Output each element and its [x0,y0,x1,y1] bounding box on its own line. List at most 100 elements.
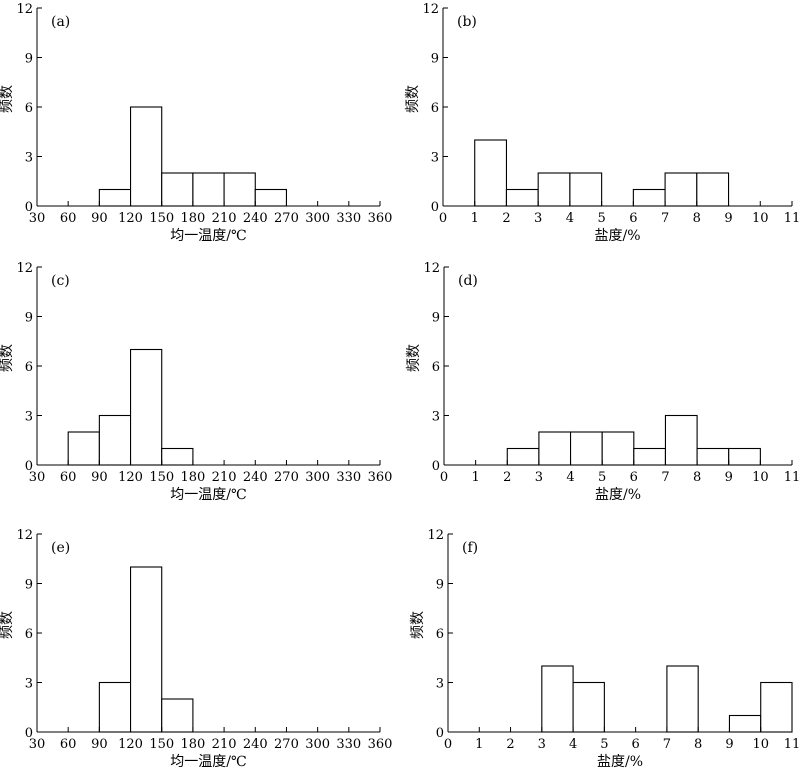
histogram-bar [254,188,288,207]
y-tick-label: 3 [436,677,444,692]
y-tick-label: 12 [16,261,33,276]
x-tick-label: 270 [274,737,299,752]
histogram-bar [129,566,163,733]
x-tick-label: 60 [60,211,77,226]
x-tick-label: 90 [91,737,108,752]
panel-label: (a) [51,14,70,30]
histogram-bar [537,172,571,207]
y-tick-label: 0 [431,200,439,215]
y-tick-label: 9 [25,578,33,593]
histogram-panel: 0 3 6 9 12 30 60 90 120 150 180 210 240 270 300 330 360 (… [0,2,392,244]
histogram-bar [601,431,635,466]
histogram-bar [569,172,603,207]
x-tick-label: 8 [694,737,702,752]
x-axis-title: 盐度/% [597,754,643,770]
x-tick-label: 120 [118,211,143,226]
y-tick-label: 9 [25,52,33,67]
x-tick-label: 6 [629,211,637,226]
x-tick-label: 120 [118,470,143,485]
x-axis-title: 均一温度/℃ [170,228,246,244]
x-tick-label: 330 [336,470,361,485]
y-tick-label: 0 [25,459,33,474]
histogram-bar [129,348,163,466]
x-tick-label: 270 [274,470,299,485]
x-tick-label: 180 [180,737,205,752]
x-tick-label: 4 [566,211,574,226]
y-tick-label: 12 [16,528,33,543]
x-tick-label: 5 [600,737,608,752]
x-tick-label: 8 [693,211,701,226]
x-tick-label: 0 [444,737,452,752]
x-tick-label: 360 [368,737,393,752]
histogram-bar [98,681,132,733]
x-tick-label: 5 [598,470,606,485]
histogram-bar [192,172,225,207]
x-tick-label: 150 [149,737,174,752]
x-tick-label: 60 [60,470,77,485]
y-tick-label: 0 [25,726,33,741]
x-tick-label: 270 [274,211,299,226]
y-axis-title: 频数 [405,85,421,113]
histogram-bar [161,698,194,733]
y-tick-label: 0 [25,200,33,215]
x-axis-title: 均一温度/℃ [170,754,246,770]
x-tick-label: 4 [569,737,577,752]
histogram-bar [129,106,163,207]
x-tick-label: 3 [534,211,542,226]
x-tick-label: 9 [725,737,733,752]
histogram-bar [161,172,194,207]
histogram-bar [569,431,603,466]
x-tick-label: 240 [243,737,268,752]
y-tick-label: 0 [432,459,440,474]
x-tick-label: 300 [305,211,330,226]
x-tick-label: 1 [475,737,483,752]
x-tick-label: 11 [784,737,800,752]
panel-label: (d) [458,273,478,289]
x-tick-label: 5 [597,211,605,226]
histogram-bar [98,188,132,207]
x-tick-label: 240 [243,470,268,485]
y-axis-title: 频数 [0,611,15,639]
y-axis-title: 频数 [0,85,15,113]
y-tick-label: 3 [431,151,439,166]
histogram-bar [538,431,572,466]
x-tick-label: 150 [149,211,174,226]
x-axis-title: 盐度/% [595,487,641,503]
y-tick-label: 9 [432,311,440,326]
y-tick-label: 6 [432,360,440,375]
x-tick-label: 210 [212,470,237,485]
x-tick-label: 11 [784,211,800,226]
x-tick-label: 0 [439,211,447,226]
x-tick-label: 300 [305,737,330,752]
histogram-bar [506,447,540,466]
x-tick-label: 360 [368,470,393,485]
x-tick-label: 2 [502,211,510,226]
x-tick-label: 120 [118,737,143,752]
y-tick-label: 3 [432,410,440,425]
panel-label: (f) [462,540,478,556]
histogram-bar [696,447,730,466]
x-tick-label: 3 [538,737,546,752]
histogram-bar [541,665,574,733]
y-tick-label: 3 [25,410,33,425]
x-tick-label: 30 [29,737,46,752]
x-tick-label: 3 [535,470,543,485]
x-axis-title: 盐度/% [594,228,640,244]
histogram-bar [664,414,698,466]
x-tick-label: 1 [471,211,479,226]
histogram-bar [67,431,100,466]
y-tick-label: 12 [422,2,439,17]
histogram-bar [728,447,761,466]
panel-label: (e) [51,540,70,556]
x-tick-label: 2 [506,737,514,752]
histogram-bar [474,139,508,207]
panel-label: (c) [51,273,70,289]
y-tick-label: 3 [25,677,33,692]
y-tick-label: 6 [431,101,439,116]
y-tick-label: 9 [25,311,33,326]
histogram-bar [161,447,194,466]
x-tick-label: 10 [752,737,769,752]
x-tick-label: 7 [663,737,671,752]
